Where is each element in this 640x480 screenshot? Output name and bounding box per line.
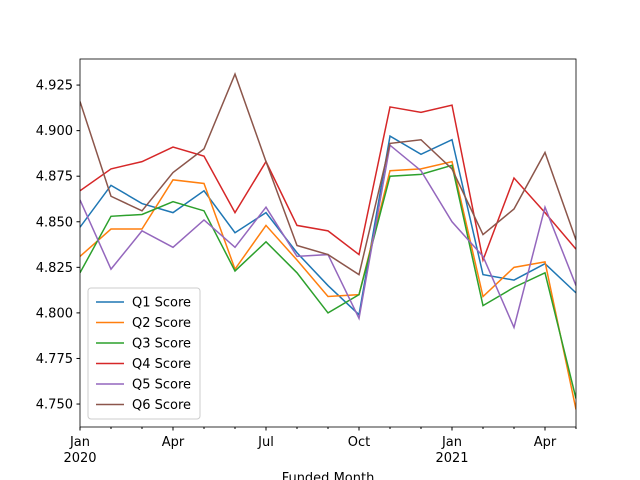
legend-label: Q5 Score [132,378,191,393]
series-line [80,164,576,399]
x-tick-label: Jan 2021 [435,435,468,466]
series-line [80,134,576,317]
y-tick-label: 4.900 [36,124,73,139]
series-line [80,104,576,263]
y-tick-label: 4.925 [36,79,73,94]
x-tick-label: Oct [348,435,370,450]
y-tick-label: 4.750 [36,398,73,413]
legend-label: Q4 Score [132,357,191,372]
legend-box [87,287,201,420]
y-tick-label: 4.775 [36,352,73,367]
legend-label: Q1 Score [132,296,191,311]
legend-label: Q3 Score [132,337,191,352]
legend-label: Q6 Score [132,398,191,413]
x-tick-label: Apr [534,435,557,450]
y-tick-label: 4.850 [36,215,73,230]
y-tick-label: 4.825 [36,261,73,276]
x-axis-label: Funded Month [282,471,375,480]
x-tick-label: Apr [162,435,185,450]
x-tick-label: Jul [257,435,274,450]
x-tick-label: Jan 2020 [63,435,96,466]
legend-label: Q2 Score [132,316,191,331]
plot-frame [79,58,577,428]
series-line [80,72,576,276]
y-tick-label: 4.875 [36,170,73,185]
series-line [80,160,576,410]
y-tick-label: 4.800 [36,306,73,321]
